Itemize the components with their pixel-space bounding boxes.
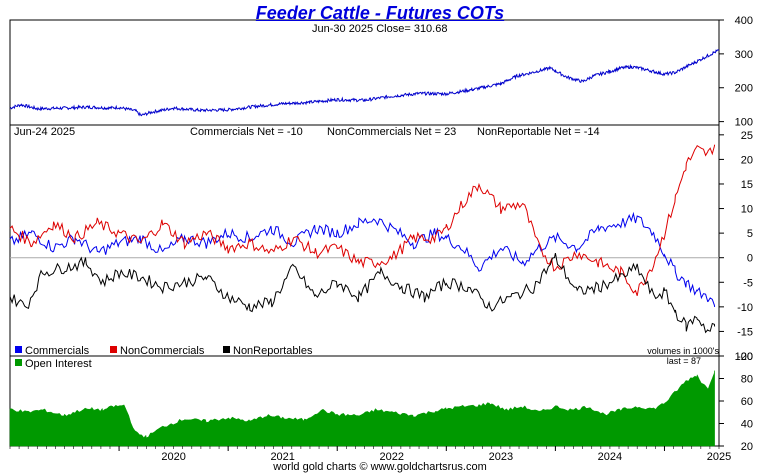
legend-open-interest: Open Interest — [25, 358, 92, 370]
y-tick-label: -20 — [737, 351, 753, 363]
last-open-interest-label: last = 87 — [667, 356, 701, 366]
units-note: volumes in 1000's — [647, 346, 719, 356]
y-tick-label: 60 — [741, 396, 753, 408]
open-interest-area — [9, 370, 715, 447]
legend-noncommercials: NonCommercials — [120, 345, 205, 357]
legend-swatch-open-interest — [15, 359, 22, 366]
y-tick-label: 20 — [741, 441, 753, 453]
legend-swatch-commercials — [15, 346, 22, 353]
panel-frame-1 — [9, 19, 720, 126]
commercials-line — [9, 211, 716, 307]
price-info-label: Jun-30 2025 Close= 310.68 — [312, 23, 447, 35]
x-tick-label: 2021 — [270, 451, 294, 463]
y-tick-label: 80 — [741, 374, 753, 386]
commercials-net-label: Commercials Net = -10 — [190, 126, 303, 138]
cot-date-label: Jun-24 2025 — [14, 126, 75, 138]
y-tick-label: 25 — [741, 130, 753, 142]
y-tick-label: 100 — [735, 117, 753, 129]
legend-commercials: Commercials — [25, 345, 90, 357]
panel-frames — [9, 19, 720, 447]
footer-credit: world gold charts © www.goldchartsrus.co… — [273, 461, 487, 473]
y-tick-label: 200 — [735, 83, 753, 95]
x-tick-label: 2022 — [380, 451, 404, 463]
price-line — [9, 49, 720, 117]
x-tick-label: 2020 — [161, 451, 185, 463]
y-tick-label: -5 — [743, 277, 753, 289]
noncommercials-line — [9, 144, 716, 296]
nonreportable-net-label: NonReportable Net = -14 — [477, 126, 600, 138]
legend-swatch-noncommercials — [110, 346, 117, 353]
y-tick-label: 5 — [747, 228, 753, 240]
nonreportables-line — [9, 253, 716, 334]
y-tick-label: 100 — [735, 351, 753, 363]
y-tick-label: 40 — [741, 419, 753, 431]
y-tick-label: 10 — [741, 204, 753, 216]
y-tick-label: 0 — [747, 253, 753, 265]
noncommercials-net-label: NonCommercials Net = 23 — [327, 126, 456, 138]
x-tick-label: 2023 — [489, 451, 513, 463]
y-tick-label: -10 — [737, 302, 753, 314]
y-tick-label: 300 — [735, 49, 753, 61]
tick-labels: 2020 2021 2022 2023 2024 2025100200300400-20-… — [9, 15, 753, 463]
y-tick-label: -15 — [737, 326, 753, 338]
x-tick-label: 2025 — [707, 451, 731, 463]
y-tick-label: 20 — [741, 154, 753, 166]
chart-title: Feeder Cattle - Futures COTs — [255, 3, 505, 23]
series-layer — [9, 49, 720, 447]
y-tick-label: 15 — [741, 179, 753, 191]
x-tick-label: 2024 — [598, 451, 622, 463]
legend-nonreportables: NonReportables — [233, 345, 313, 357]
legend-swatch-nonreportables — [223, 346, 230, 353]
y-tick-label: 400 — [735, 15, 753, 27]
